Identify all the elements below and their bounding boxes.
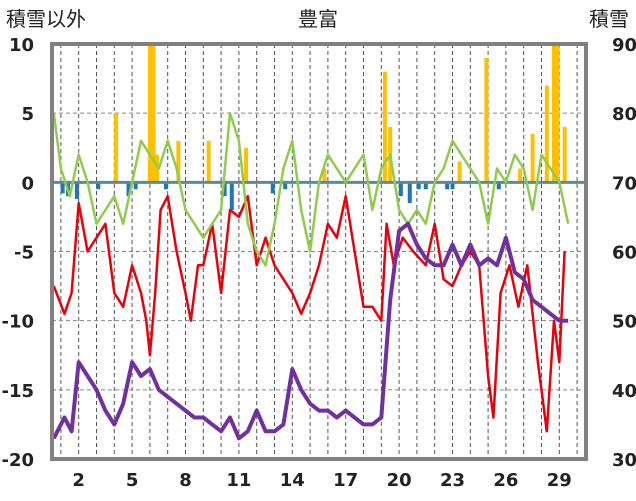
precip-bar (555, 44, 560, 183)
precip-bar (222, 182, 227, 197)
right-tick-label: 80 (612, 104, 636, 125)
precip-bar (270, 182, 275, 194)
x-tick-label: 2 (72, 470, 85, 491)
precip-bar (530, 133, 535, 183)
precip-bar (322, 168, 327, 183)
precip-bar (155, 154, 160, 183)
snow_depth-line (52, 221, 569, 441)
x-tick-label: 5 (126, 470, 139, 491)
precip-bar (126, 182, 131, 197)
right-tick-label: 40 (612, 381, 636, 402)
precip-bar (457, 161, 462, 183)
x-tick-label: 20 (387, 470, 412, 491)
precip-bar (206, 140, 211, 183)
precip-bar (484, 57, 489, 183)
precip-bar (244, 147, 249, 183)
precip-bar (562, 127, 567, 183)
left-y-axis: 10 5 0 -5 -10 -15 -20 (1, 35, 34, 471)
precip-bar (283, 182, 288, 190)
left-tick-label: -20 (1, 450, 34, 471)
precip-bar (229, 182, 234, 210)
precip-bar (423, 182, 428, 190)
precip-bar (518, 168, 523, 183)
right-tick-label: 70 (612, 173, 636, 194)
left-tick-label: -5 (14, 243, 34, 264)
precip-bar (445, 182, 450, 190)
x-tick-label: 26 (493, 470, 518, 491)
precip-bar (176, 140, 181, 183)
left-axis-title: 積雪以外 (6, 7, 86, 31)
left-tick-label: 5 (21, 104, 34, 125)
chart-title: 豊富 (298, 7, 338, 31)
right-tick-label: 30 (612, 450, 636, 471)
right-y-axis: 90 80 70 60 50 40 30 (612, 35, 636, 471)
x-tick-label: 14 (280, 470, 305, 491)
precip-bar (114, 113, 119, 183)
precip-bar (163, 182, 168, 190)
precip-bar (74, 182, 79, 199)
precip-bar (151, 44, 156, 183)
x-tick-label: 8 (179, 470, 192, 491)
precip-bar (544, 85, 549, 183)
precip-bar (96, 182, 101, 190)
temp_secondary-line (52, 111, 570, 267)
series-lines (52, 111, 570, 441)
x-tick-label: 23 (440, 470, 465, 491)
precip-bar (382, 71, 387, 183)
gridlines (52, 44, 586, 459)
precip-bar (416, 182, 421, 190)
x-tick-label: 17 (333, 470, 358, 491)
precip-bar (398, 182, 403, 197)
x-tick-label: 11 (226, 470, 251, 491)
precip-bars (60, 44, 567, 210)
left-tick-label: -10 (1, 312, 34, 333)
x-tick-label: 29 (547, 470, 572, 491)
plot-frame (50, 42, 588, 461)
left-tick-label: 0 (21, 173, 34, 194)
right-axis-title: 積雪 (589, 7, 629, 31)
temperature-line (52, 194, 566, 433)
precip-bar (450, 182, 455, 190)
precip-bar (407, 182, 412, 204)
left-tick-label: -15 (1, 381, 34, 402)
precip-bar (133, 182, 138, 190)
precip-bar (60, 182, 65, 194)
precip-bar (551, 44, 556, 183)
precip-bar (496, 182, 501, 190)
x-axis: 2 5 8 11 14 17 20 23 26 29 (72, 470, 571, 491)
right-tick-label: 90 (612, 35, 636, 56)
precip-bar (147, 44, 152, 183)
right-tick-label: 60 (612, 243, 636, 264)
left-tick-label: 10 (9, 35, 34, 56)
right-tick-label: 50 (612, 312, 636, 333)
